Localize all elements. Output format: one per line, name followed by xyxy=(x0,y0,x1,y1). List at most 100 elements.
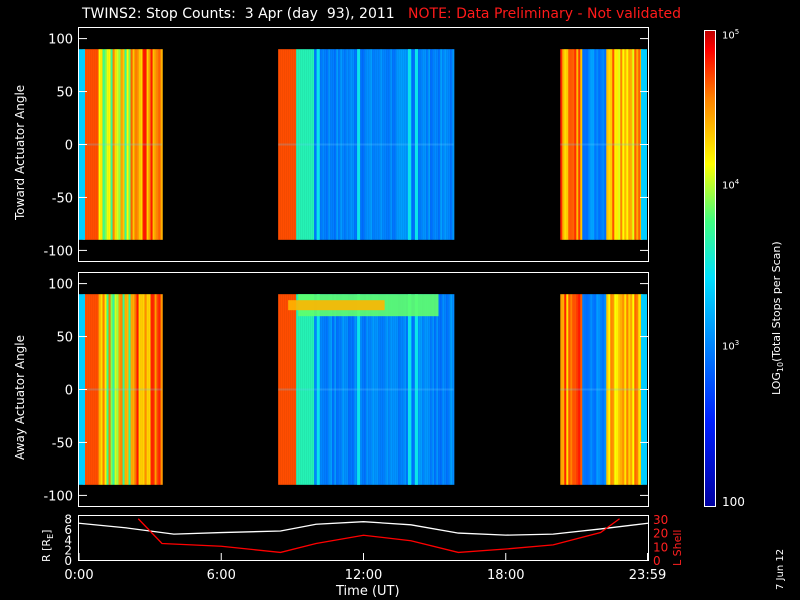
toward-heatmap-panel xyxy=(78,27,649,262)
heatmap-column xyxy=(392,294,395,485)
heatmap-block xyxy=(560,49,644,240)
time-xtick-label: 6:00 xyxy=(207,568,236,583)
r-ytick-label: 4 xyxy=(64,533,72,547)
toward-ytick-label: 0 xyxy=(65,139,73,154)
heatmap-column xyxy=(610,49,613,240)
heatmap-column xyxy=(608,294,611,485)
heatmap-column xyxy=(114,294,117,485)
heatmap-column xyxy=(570,294,573,485)
toward-heatmap xyxy=(79,49,647,240)
time-xtick-label: 18:00 xyxy=(487,568,524,583)
time-xlabel: Time (UT) xyxy=(336,584,400,599)
heatmap-column xyxy=(366,294,369,485)
heatmap-column xyxy=(606,49,609,240)
heatmap-column xyxy=(424,294,427,485)
heatmap-column xyxy=(314,294,317,485)
heatmap-column xyxy=(406,49,409,240)
heatmap-column xyxy=(398,49,401,240)
heatmap-column xyxy=(94,294,97,485)
heatmap-column xyxy=(118,49,121,240)
heatmap-column xyxy=(378,294,381,485)
heatmap-column xyxy=(444,49,447,240)
heatmap-column xyxy=(594,294,597,485)
edge-strip-right xyxy=(641,49,647,240)
heatmap-column xyxy=(426,49,429,240)
heatmap-column xyxy=(582,294,585,485)
heatmap-spike xyxy=(407,49,411,240)
heatmap-column xyxy=(374,49,377,240)
heatmap-column xyxy=(360,294,363,485)
heatmap-column xyxy=(300,49,303,240)
heatmap-column xyxy=(148,49,151,240)
away-ytick-label: 0 xyxy=(65,384,73,399)
heatmap-column xyxy=(362,49,365,240)
heatmap-spike xyxy=(316,294,320,485)
heatmap-column xyxy=(402,49,405,240)
heatmap-column xyxy=(348,49,351,240)
zero-line xyxy=(278,388,454,391)
heatmap-column xyxy=(90,294,93,485)
heatmap-column xyxy=(154,49,157,240)
heatmap-column xyxy=(628,294,631,485)
heatmap-column xyxy=(306,49,309,240)
heatmap-column xyxy=(450,294,453,485)
heatmap-column xyxy=(140,49,143,240)
heatmap-column xyxy=(580,294,583,485)
orbit-line-chart xyxy=(78,518,649,554)
r-ytick-label: 0 xyxy=(64,554,72,568)
heatmap-column xyxy=(324,49,327,240)
heatmap-column xyxy=(448,294,451,485)
heatmap-column xyxy=(608,49,611,240)
time-xtick-label: 0:00 xyxy=(64,568,93,583)
heatmap-column xyxy=(606,294,609,485)
heatmap-column xyxy=(578,49,581,240)
heatmap-column xyxy=(286,49,289,240)
heatmap-column xyxy=(578,294,581,485)
heatmap-column xyxy=(614,294,617,485)
lshell-ytick-label: 0 xyxy=(653,554,661,568)
heatmap-column xyxy=(160,294,163,485)
zero-line xyxy=(278,143,454,146)
lshell-ylabel: L Shell xyxy=(671,529,684,566)
heatmap-column xyxy=(628,49,631,240)
heatmap-column xyxy=(404,294,407,485)
heatmap-column xyxy=(92,49,95,240)
colorbar-label: LOG10(Total Stops per Scan) xyxy=(770,241,786,395)
heatmap-block xyxy=(82,294,163,485)
r-ytick-label: 8 xyxy=(64,513,72,527)
heatmap-column xyxy=(438,49,441,240)
heatmap-column xyxy=(100,294,103,485)
heatmap-column xyxy=(96,49,99,240)
heatmap-column xyxy=(386,49,389,240)
heatmap-block xyxy=(560,294,644,485)
heatmap-column xyxy=(386,294,389,485)
heatmap-column xyxy=(624,49,627,240)
heatmap-column xyxy=(572,294,575,485)
colorbar-tick-1e5: 105 xyxy=(722,28,740,42)
lshell-ytick-label: 30 xyxy=(653,513,668,527)
r-ytick-label: 2 xyxy=(64,544,72,558)
heatmap-column xyxy=(568,49,571,240)
heatmap-block xyxy=(278,49,455,240)
heatmap-column xyxy=(440,49,443,240)
heatmap-column xyxy=(122,49,125,240)
toward-ytick-label: -50 xyxy=(52,191,73,206)
heatmap-column xyxy=(420,49,423,240)
heatmap-column xyxy=(610,294,613,485)
heatmap-column xyxy=(300,294,303,485)
heatmap-column xyxy=(602,49,605,240)
heatmap-column xyxy=(404,49,407,240)
heatmap-column xyxy=(620,294,623,485)
heatmap-column xyxy=(402,294,405,485)
heatmap-column xyxy=(450,49,453,240)
lshell-series-line xyxy=(137,518,620,554)
heatmap-column xyxy=(120,294,123,485)
heatmap-column xyxy=(432,294,435,485)
colorbar xyxy=(704,30,716,507)
heatmap-column xyxy=(160,49,163,240)
heatmap-column xyxy=(446,294,449,485)
heatmap-column xyxy=(330,294,333,485)
heatmap-column xyxy=(616,49,619,240)
heatmap-column xyxy=(436,49,439,240)
heatmap-column xyxy=(152,49,155,240)
